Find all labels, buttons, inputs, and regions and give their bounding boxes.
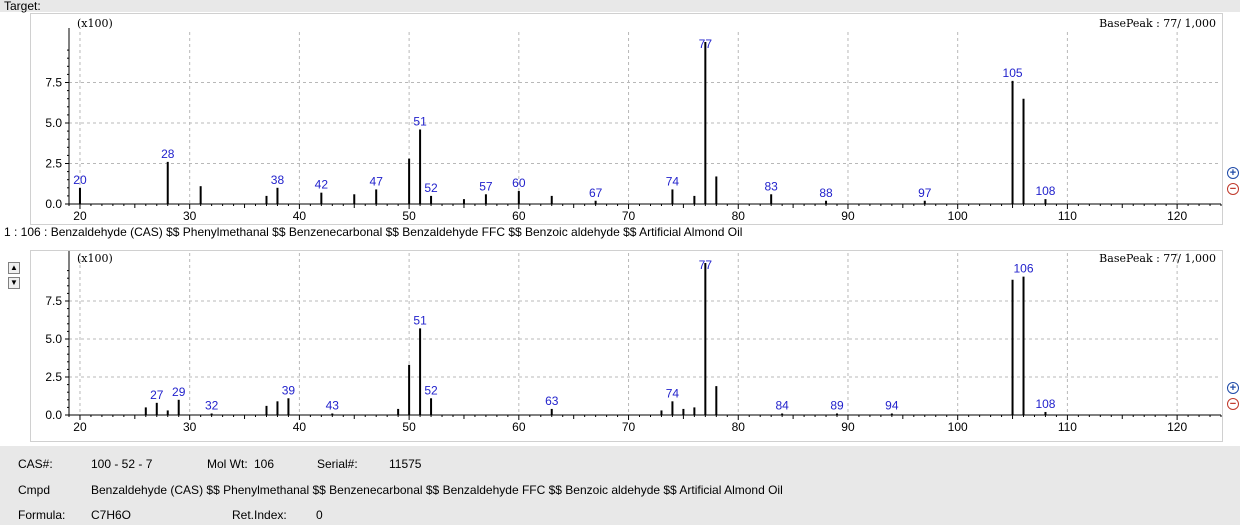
- peak-label: 51: [413, 114, 427, 128]
- peak-label: 42: [315, 178, 329, 192]
- x-tick-label: 20: [73, 209, 87, 223]
- x-tick-label: 60: [512, 420, 526, 434]
- x-tick-label: 30: [183, 209, 197, 223]
- zoom-in-icon[interactable]: +: [1227, 382, 1239, 394]
- peak-label: 39: [282, 383, 296, 397]
- target-spectrum-panel[interactable]: 20 30 40 50 60 70 80 90 100 110 120 0.0 2.5 5.0 7.5 (x1…: [30, 13, 1223, 225]
- peak-label: 28: [161, 147, 175, 161]
- x-tick-label: 120: [1167, 420, 1187, 434]
- peak-label: 60: [512, 176, 526, 190]
- x-tick-label: 60: [512, 209, 526, 223]
- x-tick-label: 120: [1167, 209, 1187, 223]
- x-tick-label: 80: [732, 209, 746, 223]
- y-tick-label: 0.0: [45, 197, 62, 211]
- target-spectrum-chart: 20 30 40 50 60 70 80 90 100 110 120 0.0 2.5 5.0 7.5 (x1…: [45, 17, 1222, 223]
- cmpd-value: Benzaldehyde (CAS) $$ Phenylmethanal $$ …: [91, 483, 783, 497]
- peak-label: 32: [205, 398, 219, 412]
- y-tick-label: 7.5: [45, 294, 62, 308]
- basepeak-label: BasePeak : 77/ 1,000: [1099, 252, 1216, 265]
- peak-label: 108: [1035, 184, 1055, 198]
- x-tick-label: 70: [622, 420, 636, 434]
- library-hit-line[interactable]: 1 : 106 : Benzaldehyde (CAS) $$ Phenylme…: [4, 225, 743, 239]
- peak-label: 20: [73, 173, 87, 187]
- peak-label: 57: [479, 179, 493, 193]
- x-tick-label: 40: [293, 420, 307, 434]
- zoom-in-icon[interactable]: +: [1227, 167, 1239, 179]
- formula-label: Formula:: [18, 508, 66, 522]
- zoom-out-icon[interactable]: −: [1227, 398, 1239, 410]
- x-tick-label: 110: [1058, 420, 1077, 434]
- multiplier-label: (x100): [77, 17, 113, 30]
- basepeak-label: BasePeak : 77/ 1,000: [1099, 17, 1216, 30]
- peak-label: 27: [150, 388, 164, 402]
- compound-info-panel: CAS#: 100 - 52 - 7 Mol Wt: 106 Serial#: …: [0, 446, 1240, 525]
- peak-label: 51: [413, 313, 427, 327]
- triangle-up-icon[interactable]: ▲: [8, 262, 20, 274]
- y-tick-label: 5.0: [45, 116, 62, 130]
- triangle-down-icon[interactable]: ▼: [8, 277, 20, 289]
- library-spectrum-chart: 20 30 40 50 60 70 80 90 100 110 120 0.0 2.5 5.0 7.5 (x1…: [45, 251, 1222, 434]
- x-tick-label: 40: [293, 209, 307, 223]
- target-label: Target:: [4, 0, 41, 13]
- peak-label: 74: [666, 386, 680, 400]
- y-tick-label: 0.0: [45, 408, 62, 422]
- retindex-label: Ret.Index:: [232, 508, 287, 522]
- peak-label: 94: [885, 398, 899, 412]
- x-tick-label: 100: [948, 420, 968, 434]
- molwt-value: 106: [254, 457, 275, 471]
- serial-label: Serial#:: [317, 457, 358, 471]
- peak-label: 88: [819, 186, 833, 200]
- peak-label: 89: [830, 398, 844, 412]
- peak-label: 84: [775, 398, 789, 412]
- cmpd-label: Cmpd: [18, 483, 51, 497]
- peak-label: 29: [172, 385, 186, 399]
- multiplier-label: (x100): [77, 252, 113, 265]
- peak-label: 77: [699, 258, 713, 272]
- x-tick-label: 80: [732, 420, 746, 434]
- x-tick-label: 50: [402, 209, 416, 223]
- zoom-out-icon[interactable]: −: [1227, 183, 1239, 195]
- peak-label: 77: [699, 37, 713, 51]
- title-strip: [0, 0, 1240, 12]
- peak-label: 106: [1013, 262, 1033, 276]
- peak-label: 47: [370, 174, 384, 188]
- x-tick-label: 110: [1058, 209, 1077, 223]
- library-spectrum-panel[interactable]: 20 30 40 50 60 70 80 90 100 110 120 0.0 2.5 5.0 7.5 (x1…: [30, 250, 1223, 442]
- x-tick-label: 90: [841, 420, 855, 434]
- peak-label: 52: [424, 383, 438, 397]
- peak-label: 97: [918, 186, 932, 200]
- x-tick-label: 90: [841, 209, 855, 223]
- y-tick-label: 2.5: [45, 157, 62, 171]
- cas-value: 100 - 52 - 7: [91, 457, 153, 471]
- peak-label: 63: [545, 394, 559, 408]
- peak-label: 52: [424, 181, 438, 195]
- peak-label: 67: [589, 186, 603, 200]
- peak-label: 43: [326, 398, 340, 412]
- x-tick-label: 30: [183, 420, 197, 434]
- y-tick-label: 5.0: [45, 332, 62, 346]
- peak-label: 105: [1003, 66, 1023, 80]
- cas-label: CAS#:: [18, 457, 53, 471]
- x-tick-label: 70: [622, 209, 636, 223]
- peak-label: 74: [666, 174, 680, 188]
- molwt-label: Mol Wt:: [207, 457, 248, 471]
- x-tick-label: 20: [73, 420, 87, 434]
- y-tick-label: 7.5: [45, 76, 62, 90]
- peak-label: 83: [764, 179, 778, 193]
- y-tick-label: 2.5: [45, 370, 62, 384]
- serial-value: 11575: [389, 457, 422, 471]
- peak-label: 108: [1035, 397, 1055, 411]
- formula-value: C7H6O: [91, 508, 132, 522]
- x-tick-label: 100: [948, 209, 968, 223]
- peak-label: 38: [271, 173, 285, 187]
- retindex-value: 0: [316, 508, 323, 522]
- x-tick-label: 50: [402, 420, 416, 434]
